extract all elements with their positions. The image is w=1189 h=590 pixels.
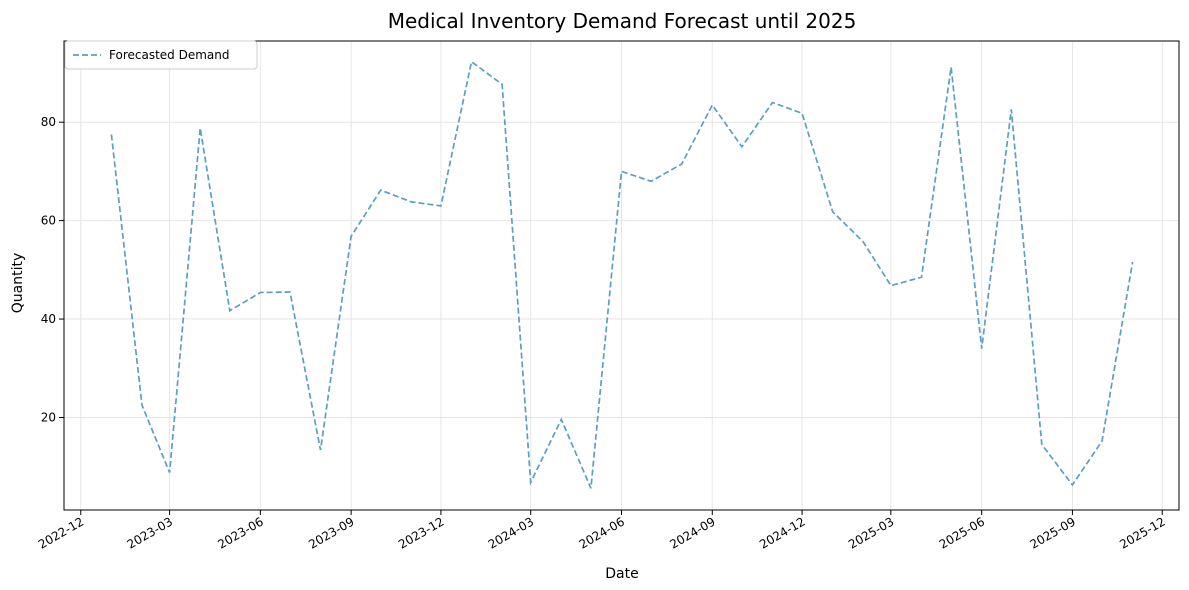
x-tick-label: 2025-06 <box>937 514 987 551</box>
y-axis: 20 40 60 80 <box>41 115 64 424</box>
grid <box>64 41 1179 510</box>
series-line-forecasted-demand <box>110 60 1134 489</box>
legend-entry-forecasted-demand: Forecasted Demand <box>109 48 229 62</box>
x-tick-label: 2025-09 <box>1028 514 1078 551</box>
x-tick-label: 2023-03 <box>125 514 175 551</box>
chart-title: Medical Inventory Demand Forecast until … <box>388 9 857 33</box>
x-tick-label: 2023-12 <box>396 514 446 551</box>
x-tick-label: 2024-03 <box>486 514 536 551</box>
x-tick-label: 2024-09 <box>667 514 717 551</box>
y-tick-label: 80 <box>41 115 56 129</box>
x-tick-label: 2025-03 <box>846 514 896 551</box>
legend: Forecasted Demand <box>64 40 258 70</box>
y-tick-label: 60 <box>41 214 56 228</box>
x-tick-label: 2022-12 <box>36 514 86 551</box>
x-tick-label: 2024-12 <box>757 514 807 551</box>
x-tick-label: 2023-09 <box>306 514 356 551</box>
y-tick-label: 40 <box>41 312 56 326</box>
x-axis: 2022-12 2023-03 2023-06 2023-09 2023-12 2024-… <box>36 510 1168 552</box>
x-tick-label: 2023-06 <box>215 514 265 551</box>
x-tick-label: 2024-06 <box>577 514 627 551</box>
x-axis-label: Date <box>605 566 638 582</box>
y-axis-label: Quantity <box>10 253 26 314</box>
legend-frame <box>64 40 258 70</box>
x-tick-label: 2025-12 <box>1117 514 1167 551</box>
y-tick-label: 20 <box>41 410 56 424</box>
